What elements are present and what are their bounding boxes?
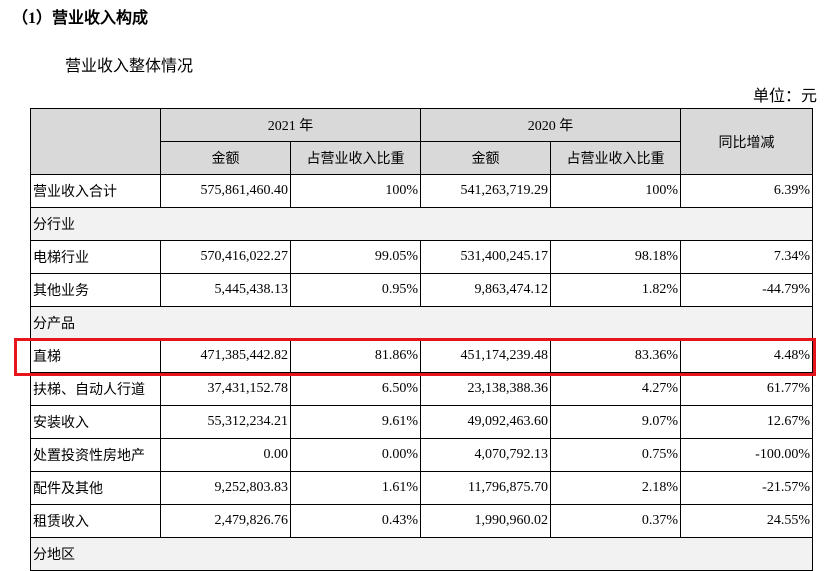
section-label: 分产品 [30,306,813,340]
cell: 5,445,438.13 [160,273,291,307]
row-label: 扶梯、自动人行道 [30,372,161,406]
cell: -44.79% [680,273,813,307]
cell: 6.50% [290,372,421,406]
cell: 55,312,234.21 [160,405,291,439]
row-label: 安装收入 [30,405,161,439]
row-label: 配件及其他 [30,471,161,505]
data-row: 营业收入合计 575,861,460.40 100% 541,263,719.29 10… [30,174,813,208]
section-row: 分产品 [30,306,813,340]
cell: 531,400,245.17 [420,240,551,274]
sub-header: 金额 [420,141,551,175]
subtitle: 营业收入整体情况 [65,58,194,75]
row-label: 其他业务 [30,273,161,307]
cell: -100.00% [680,438,813,472]
year-header: 2021 年 [160,108,421,142]
cell: 4,070,792.13 [420,438,551,472]
row-label: 处置投资性房地产 [30,438,161,472]
cell: 12.67% [680,405,813,439]
cell: 11,796,875.70 [420,471,551,505]
cell: 1,990,960.02 [420,504,551,538]
cell: 7.34% [680,240,813,274]
cell: 9.07% [550,405,681,439]
cell: 100% [550,174,681,208]
cell: 98.18% [550,240,681,274]
change-header: 同比增减 [680,108,813,175]
cell: 541,263,719.29 [420,174,551,208]
row-label: 租赁收入 [30,504,161,538]
data-row: 租赁收入 2,479,826.76 0.43% 1,990,960.02 0.37% 24… [30,504,813,538]
cell: 49,092,463.60 [420,405,551,439]
cell: 61.77% [680,372,813,406]
cell: 0.37% [550,504,681,538]
cell: 6.39% [680,174,813,208]
cell: 0.00 [160,438,291,472]
data-row: 电梯行业 570,416,022.27 99.05% 531,400,245.17 98… [30,240,813,274]
data-row: 配件及其他 9,252,803.83 1.61% 11,796,875.70 2.18%… [30,471,813,505]
section-label: 分地区 [30,537,813,571]
cell: 9,863,474.12 [420,273,551,307]
heading: （1）营业收入构成 [12,10,149,27]
cell: 23,138,388.36 [420,372,551,406]
sub-header: 金额 [160,141,291,175]
year-header: 2020 年 [420,108,681,142]
cell: 24.55% [680,504,813,538]
cell: 2.18% [550,471,681,505]
row-label: 电梯行业 [30,240,161,274]
cell: 4.27% [550,372,681,406]
cell: 1.82% [550,273,681,307]
cell: 570,416,022.27 [160,240,291,274]
sub-header: 占营业收入比重 [290,141,421,175]
data-row: 处置投资性房地产 0.00 0.00% 4,070,792.13 0.75% -100.0… [30,438,813,472]
page: （1）营业收入构成 营业收入整体情况 单位：元 2021 年 2020 年 同比… [12,10,817,571]
cell: 100% [290,174,421,208]
cell: 9.61% [290,405,421,439]
cell: 37,431,152.78 [160,372,291,406]
section-row: 分行业 [30,207,813,241]
section-label: 分行业 [30,207,813,241]
corner-cell [30,108,161,175]
cell: 0.75% [550,438,681,472]
cell: 0.43% [290,504,421,538]
section-row: 分地区 [30,537,813,571]
cell: 0.95% [290,273,421,307]
cell: 575,861,460.40 [160,174,291,208]
cell: -21.57% [680,471,813,505]
sub-header: 占营业收入比重 [550,141,681,175]
unit: 单位：元 [752,88,817,105]
data-row: 扶梯、自动人行道 37,431,152.78 6.50% 23,138,388.36 4… [30,372,813,406]
data-row: 其他业务 5,445,438.13 0.95% 9,863,474.12 1.82% -4… [30,273,813,307]
highlight-box [14,338,816,376]
data-row: 安装收入 55,312,234.21 9.61% 49,092,463.60 9.07%… [30,405,813,439]
cell: 2,479,826.76 [160,504,291,538]
cell: 99.05% [290,240,421,274]
row-label: 营业收入合计 [30,174,161,208]
cell: 9,252,803.83 [160,471,291,505]
cell: 0.00% [290,438,421,472]
cell: 1.61% [290,471,421,505]
cell: 81.86% [290,339,421,373]
